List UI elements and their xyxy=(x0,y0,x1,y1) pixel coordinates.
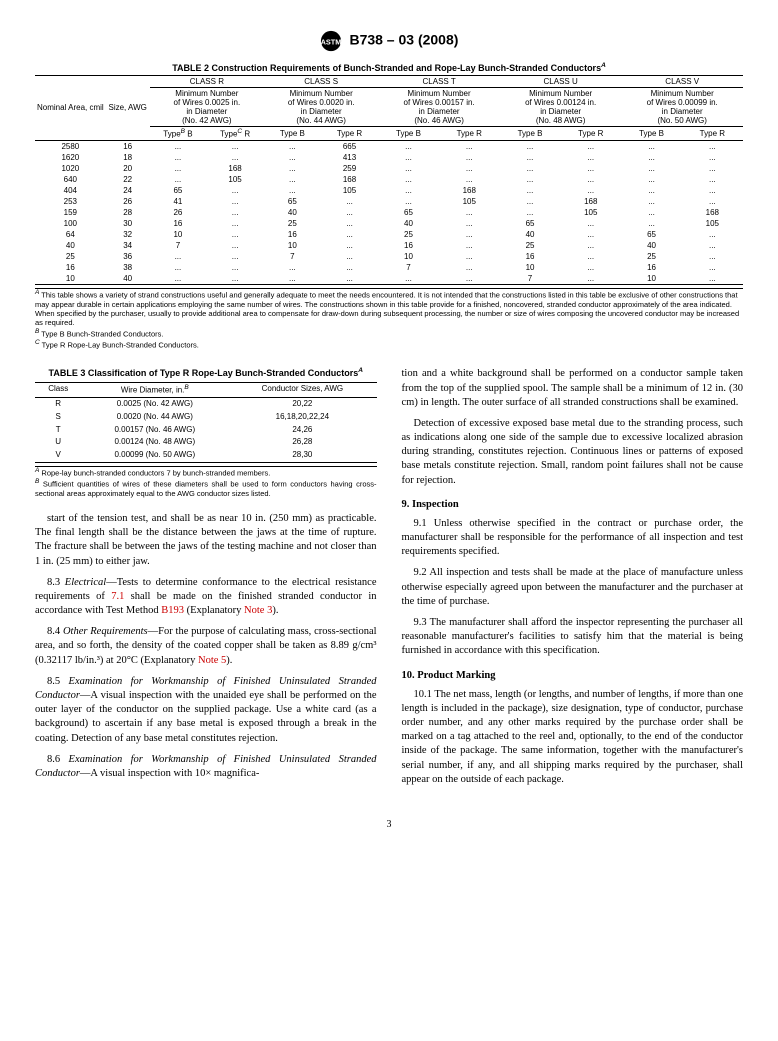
table-row: 1040..................7...10... xyxy=(35,273,743,285)
table-row: 64022...105...168.................. xyxy=(35,174,743,185)
class-v-header: CLASS V xyxy=(621,76,743,88)
table2-title: TABLE 2 Construction Requirements of Bun… xyxy=(35,62,743,73)
table-row: 1003016...25...40...65......105 xyxy=(35,218,743,229)
table-row: 102020...168...259.................. xyxy=(35,163,743,174)
right-column: tion and a white background shall be per… xyxy=(402,367,744,793)
class-s-header: CLASS S xyxy=(264,76,378,88)
heading-9: 9. Inspection xyxy=(402,498,744,512)
left-column: TABLE 3 Classification of Type R Rope-La… xyxy=(35,367,377,793)
para-8-3: 8.3 Electrical—Tests to determine confor… xyxy=(35,576,377,619)
table2: Nominal Area, cmil Size, AWG CLASS R CLA… xyxy=(35,75,743,285)
link-note5[interactable]: Note 5 xyxy=(198,655,226,666)
table-row: 40347...10...16...25...40... xyxy=(35,240,743,251)
table-row: 4042465......105...168............ xyxy=(35,185,743,196)
para-9-2: 9.2 All inspection and tests shall be ma… xyxy=(402,566,744,609)
svg-text:ASTM: ASTM xyxy=(320,38,341,47)
designation: B738 – 03 (2008) xyxy=(349,32,458,48)
para-10-1: 10.1 The net mass, length (or lengths, a… xyxy=(402,688,744,787)
table-row: 258016.........665.................. xyxy=(35,140,743,152)
class-u-header: CLASS U xyxy=(500,76,622,88)
para-9-3: 9.3 The manufacturer shall afford the in… xyxy=(402,616,744,659)
para-8-4: 8.4 Other Requirements—For the purpose o… xyxy=(35,625,377,668)
para-detect: Detection of excessive exposed base meta… xyxy=(402,417,744,488)
page-header: ASTM B738 – 03 (2008) xyxy=(35,30,743,52)
para-9-1: 9.1 Unless otherwise specified in the co… xyxy=(402,517,744,560)
table-row: T0.00157 (No. 46 AWG)24,26 xyxy=(35,424,377,437)
table-row: V0.00099 (No. 50 AWG)28,30 xyxy=(35,449,377,462)
table-row: 1592826...40...65......105...168 xyxy=(35,207,743,218)
page-number: 3 xyxy=(35,819,743,830)
col-size-awg: Size, AWG xyxy=(106,76,150,141)
table-row: R0.0025 (No. 42 AWG)20,22 xyxy=(35,398,377,411)
table-row: 2532641...65......105...168...... xyxy=(35,196,743,207)
para-cont: tion and a white background shall be per… xyxy=(402,367,744,410)
table3: ClassWire Diameter, in.BConductor Sizes,… xyxy=(35,382,377,463)
table-row: 2536......7...10...16...25... xyxy=(35,251,743,262)
class-r-header: CLASS R xyxy=(150,76,264,88)
link-note3[interactable]: Note 3 xyxy=(244,605,272,616)
table-row: 1638............7...10...16... xyxy=(35,262,743,273)
para-8-5: 8.5 Examination for Workmanship of Finis… xyxy=(35,675,377,746)
table-row: U0.00124 (No. 48 AWG)26,28 xyxy=(35,436,377,449)
link-b193[interactable]: B193 xyxy=(161,605,184,616)
heading-10: 10. Product Marking xyxy=(402,669,744,683)
table3-title: TABLE 3 Classification of Type R Rope-La… xyxy=(35,367,377,379)
table2-notes: A This table shows a variety of strand c… xyxy=(35,288,743,350)
para-tension: start of the tension test, and shall be … xyxy=(35,512,377,569)
table3-notes: A Rope-lay bunch-stranded conductors 7 b… xyxy=(35,466,377,498)
table-row: S0.0020 (No. 44 AWG)16,18,20,22,24 xyxy=(35,411,377,424)
col-nominal-area: Nominal Area, cmil xyxy=(35,76,106,141)
table-row: 643210...16...25...40...65... xyxy=(35,229,743,240)
astm-logo-icon: ASTM xyxy=(320,30,342,52)
link-7-1[interactable]: 7.1 xyxy=(111,591,124,602)
para-8-6: 8.6 Examination for Workmanship of Finis… xyxy=(35,753,377,781)
table-row: 162018.........413.................. xyxy=(35,152,743,163)
class-t-header: CLASS T xyxy=(378,76,500,88)
